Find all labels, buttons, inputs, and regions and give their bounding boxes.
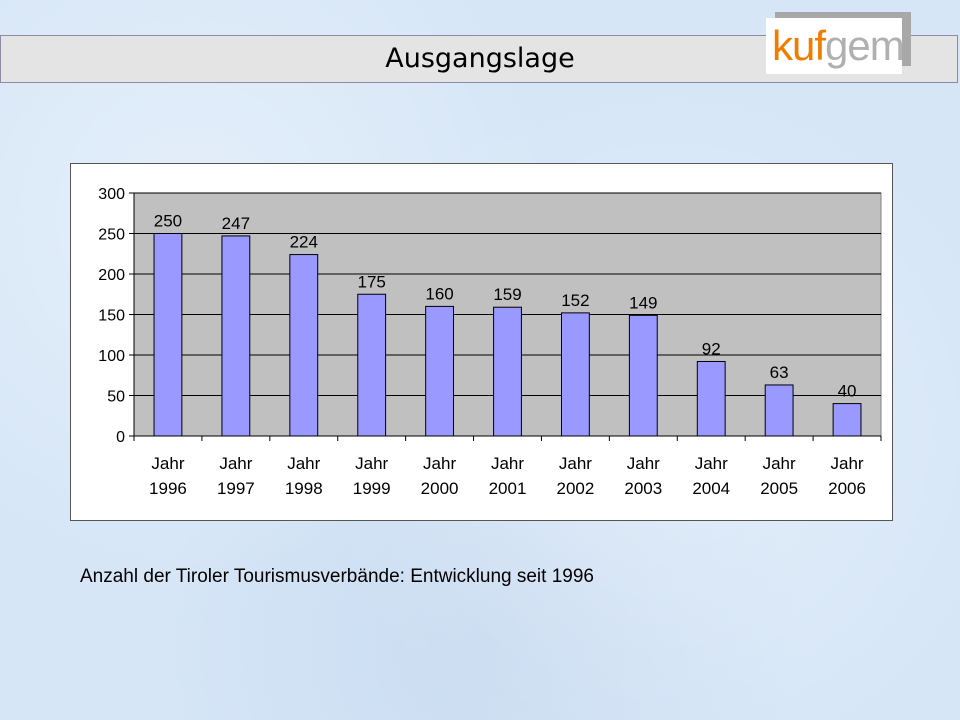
data-label: 40 xyxy=(838,382,857,401)
data-label: 152 xyxy=(561,291,589,310)
chart-caption: Anzahl der Tiroler Tourismusverbände: En… xyxy=(80,566,594,587)
data-label: 247 xyxy=(222,214,250,233)
x-tick-label: 2000 xyxy=(421,479,459,498)
y-tick-label: 300 xyxy=(98,186,125,203)
bar xyxy=(628,314,658,437)
x-tick-label: Jahr xyxy=(627,454,660,473)
bar-chart: 0 50 100 150 200 250 300 250 Jahr 1996 247 Jahr 1997… xyxy=(98,186,882,498)
x-tick-label: Jahr xyxy=(491,454,524,473)
x-tick-label: Jahr xyxy=(423,454,456,473)
x-tick-label: 2006 xyxy=(828,479,866,498)
chart-container: 0 50 100 150 200 250 300 250 Jahr 1996 247 Jahr 1997… xyxy=(70,163,893,521)
bar xyxy=(560,312,590,437)
x-tick-label: 1996 xyxy=(149,479,187,498)
bar xyxy=(764,384,794,437)
bar xyxy=(289,254,319,437)
y-tick-label: 150 xyxy=(98,308,125,325)
x-tick-label: Jahr xyxy=(695,454,728,473)
x-tick-label: Jahr xyxy=(151,454,184,473)
bar xyxy=(357,293,387,437)
logo-frame xyxy=(775,12,911,66)
bar xyxy=(425,305,455,437)
data-label: 159 xyxy=(493,285,521,304)
x-tick-label: 2001 xyxy=(489,479,527,498)
x-tick-label: 2005 xyxy=(760,479,798,498)
x-tick-label: 1999 xyxy=(353,479,391,498)
data-label: 149 xyxy=(629,293,657,312)
logo-text-gem: gem xyxy=(825,22,905,69)
bar xyxy=(153,233,183,437)
y-tick-label: 200 xyxy=(98,267,125,284)
y-tick-label: 250 xyxy=(98,227,125,244)
x-tick-label: Jahr xyxy=(763,454,796,473)
bar xyxy=(493,306,522,437)
x-tick-label: 2004 xyxy=(692,479,730,498)
x-tick-label: 2003 xyxy=(624,479,662,498)
y-tick-label: 100 xyxy=(98,348,125,365)
y-tick-label: 0 xyxy=(116,429,125,446)
logo-text-kuf: kuf xyxy=(772,22,826,69)
x-tick-label: 2002 xyxy=(556,479,594,498)
data-label: 92 xyxy=(702,339,721,358)
data-label: 175 xyxy=(357,272,385,291)
y-tick-label: 50 xyxy=(107,389,125,406)
data-label: 224 xyxy=(290,233,318,252)
x-tick-label: Jahr xyxy=(287,454,320,473)
data-label: 63 xyxy=(770,363,789,382)
x-tick-label: Jahr xyxy=(355,454,388,473)
x-tick-label: Jahr xyxy=(219,454,252,473)
bar xyxy=(832,403,862,437)
x-tick-label: 1997 xyxy=(217,479,255,498)
bar xyxy=(696,360,726,437)
data-label: 160 xyxy=(425,284,453,303)
x-tick-label: 1998 xyxy=(285,479,323,498)
bar xyxy=(221,235,251,437)
x-tick-label: Jahr xyxy=(559,454,592,473)
data-label: 250 xyxy=(154,212,182,231)
page-title: Ausgangslage xyxy=(385,43,575,74)
x-tick-label: Jahr xyxy=(831,454,864,473)
logo: kufgem xyxy=(766,18,905,74)
